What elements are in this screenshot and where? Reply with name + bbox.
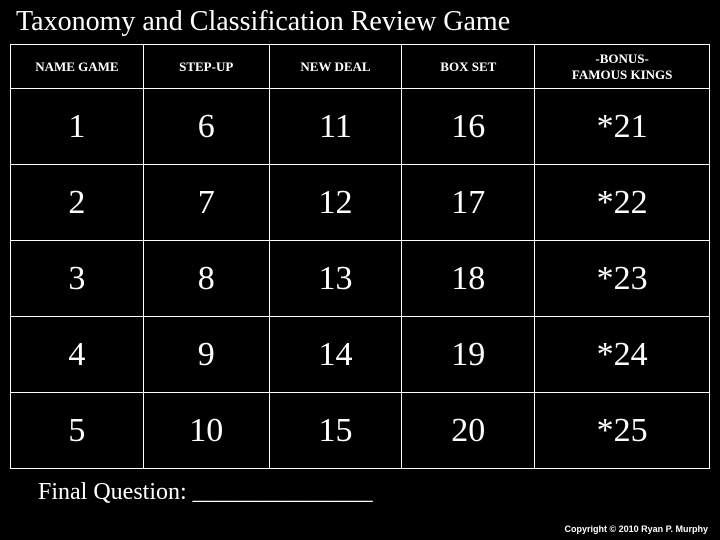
cell[interactable]: 11: [269, 89, 402, 165]
cell[interactable]: 8: [143, 241, 269, 317]
table-row: 2 7 12 17 *22: [11, 165, 710, 241]
header-text: BOX SET: [440, 59, 496, 74]
cell[interactable]: 5: [11, 393, 144, 469]
cell[interactable]: 20: [402, 393, 535, 469]
cell[interactable]: *22: [535, 165, 710, 241]
header-cell-3: BOX SET: [402, 45, 535, 89]
cell[interactable]: 4: [11, 317, 144, 393]
cell[interactable]: 10: [143, 393, 269, 469]
cell[interactable]: 7: [143, 165, 269, 241]
table-row: 1 6 11 16 *21: [11, 89, 710, 165]
cell[interactable]: *25: [535, 393, 710, 469]
cell[interactable]: 6: [143, 89, 269, 165]
table-row: 4 9 14 19 *24: [11, 317, 710, 393]
header-cell-2: NEW DEAL: [269, 45, 402, 89]
cell[interactable]: 15: [269, 393, 402, 469]
table-row: 3 8 13 18 *23: [11, 241, 710, 317]
cell[interactable]: 18: [402, 241, 535, 317]
header-text-line2: FAMOUS KINGS: [537, 67, 707, 83]
cell[interactable]: 9: [143, 317, 269, 393]
header-cell-4: -BONUS-FAMOUS KINGS: [535, 45, 710, 89]
cell[interactable]: 12: [269, 165, 402, 241]
cell[interactable]: 19: [402, 317, 535, 393]
header-cell-0: NAME GAME: [11, 45, 144, 89]
cell[interactable]: 3: [11, 241, 144, 317]
page-title: Taxonomy and Classification Review Game: [16, 6, 710, 38]
cell[interactable]: *23: [535, 241, 710, 317]
game-board-table: NAME GAME STEP-UP NEW DEAL BOX SET -BONU…: [10, 44, 710, 469]
cell[interactable]: *24: [535, 317, 710, 393]
cell[interactable]: *21: [535, 89, 710, 165]
header-text: NEW DEAL: [300, 59, 370, 74]
cell[interactable]: 13: [269, 241, 402, 317]
cell[interactable]: 16: [402, 89, 535, 165]
header-text: NAME GAME: [35, 59, 118, 74]
cell[interactable]: 14: [269, 317, 402, 393]
cell[interactable]: 17: [402, 165, 535, 241]
header-cell-1: STEP-UP: [143, 45, 269, 89]
cell[interactable]: 1: [11, 89, 144, 165]
table-row: 5 10 15 20 *25: [11, 393, 710, 469]
header-text: STEP-UP: [179, 59, 233, 74]
copyright-text: Copyright © 2010 Ryan P. Murphy: [565, 524, 709, 534]
header-text: -BONUS-: [595, 51, 648, 66]
cell[interactable]: 2: [11, 165, 144, 241]
final-question-label: Final Question: _______________: [38, 479, 710, 506]
header-row: NAME GAME STEP-UP NEW DEAL BOX SET -BONU…: [11, 45, 710, 89]
